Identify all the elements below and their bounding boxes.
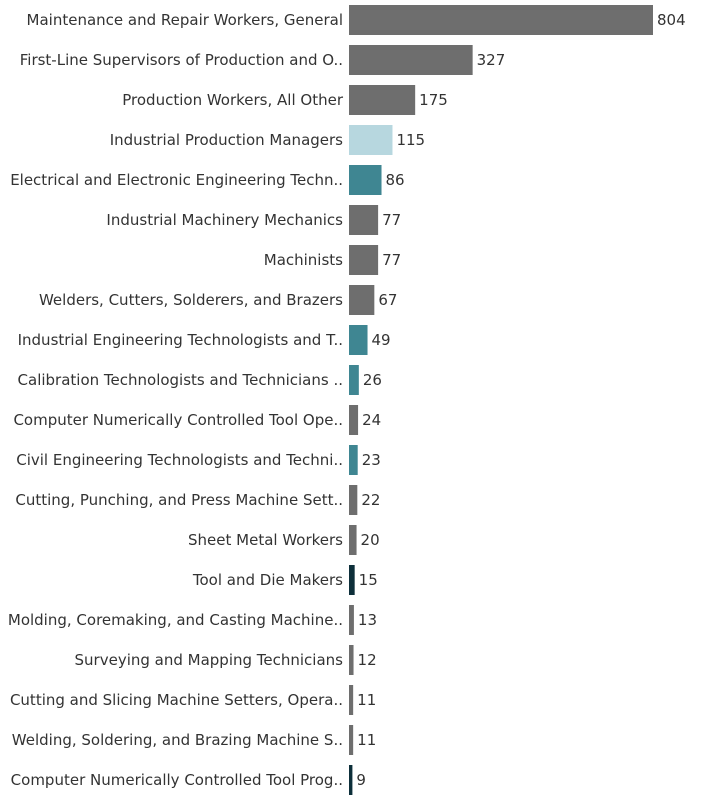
bar[interactable] (349, 165, 382, 195)
category-label: Industrial Machinery Mechanics (106, 211, 343, 229)
bar[interactable] (349, 405, 359, 435)
value-label: 175 (419, 91, 448, 109)
bar[interactable] (349, 645, 354, 675)
category-label: Calibration Technologists and Technician… (18, 371, 343, 389)
value-label: 77 (382, 251, 401, 269)
bar[interactable] (349, 765, 353, 795)
bar[interactable] (349, 205, 379, 235)
value-label: 22 (361, 491, 380, 509)
value-label: 49 (372, 331, 391, 349)
value-label: 86 (386, 171, 405, 189)
bar[interactable] (349, 85, 416, 115)
value-label: 11 (357, 691, 376, 709)
bar[interactable] (349, 685, 354, 715)
bar[interactable] (349, 45, 473, 75)
value-label: 77 (382, 211, 401, 229)
category-label: First-Line Supervisors of Production and… (20, 51, 343, 69)
bar[interactable] (349, 725, 354, 755)
bar[interactable] (349, 245, 379, 275)
value-label: 15 (359, 571, 378, 589)
bar[interactable] (349, 5, 653, 35)
category-label: Tool and Die Makers (192, 571, 343, 589)
bar[interactable] (349, 525, 357, 555)
category-label: Surveying and Mapping Technicians (75, 651, 344, 669)
category-label: Industrial Production Managers (110, 131, 343, 149)
bar[interactable] (349, 365, 359, 395)
value-label: 23 (362, 451, 381, 469)
bar[interactable] (349, 285, 375, 315)
bar[interactable] (349, 125, 393, 155)
bar[interactable] (349, 565, 355, 595)
category-label: Computer Numerically Controlled Tool Ope… (13, 411, 343, 429)
value-label: 67 (378, 291, 397, 309)
value-label: 13 (358, 611, 377, 629)
category-label: Machinists (264, 251, 343, 269)
category-label: Cutting, Punching, and Press Machine Set… (15, 491, 343, 509)
value-label: 115 (396, 131, 425, 149)
category-label: Computer Numerically Controlled Tool Pro… (11, 771, 343, 789)
category-label: Civil Engineering Technologists and Tech… (16, 451, 343, 469)
category-label: Industrial Engineering Technologists and… (18, 331, 343, 349)
value-label: 327 (477, 51, 506, 69)
category-label: Electrical and Electronic Engineering Te… (10, 171, 343, 189)
value-label: 804 (657, 11, 686, 29)
category-label: Maintenance and Repair Workers, General (27, 11, 343, 29)
value-label: 24 (362, 411, 381, 429)
bar[interactable] (349, 605, 354, 635)
category-label: Production Workers, All Other (122, 91, 344, 109)
category-label: Welding, Soldering, and Brazing Machine … (12, 731, 343, 749)
category-label: Cutting and Slicing Machine Setters, Ope… (10, 691, 343, 709)
category-label: Molding, Coremaking, and Casting Machine… (8, 611, 343, 629)
bar[interactable] (349, 445, 358, 475)
value-label: 12 (358, 651, 377, 669)
value-label: 9 (356, 771, 366, 789)
category-label: Welders, Cutters, Solderers, and Brazers (39, 291, 343, 309)
value-label: 11 (357, 731, 376, 749)
value-label: 20 (361, 531, 380, 549)
bar[interactable] (349, 325, 368, 355)
category-label: Sheet Metal Workers (188, 531, 343, 549)
value-label: 26 (363, 371, 382, 389)
bar[interactable] (349, 485, 358, 515)
